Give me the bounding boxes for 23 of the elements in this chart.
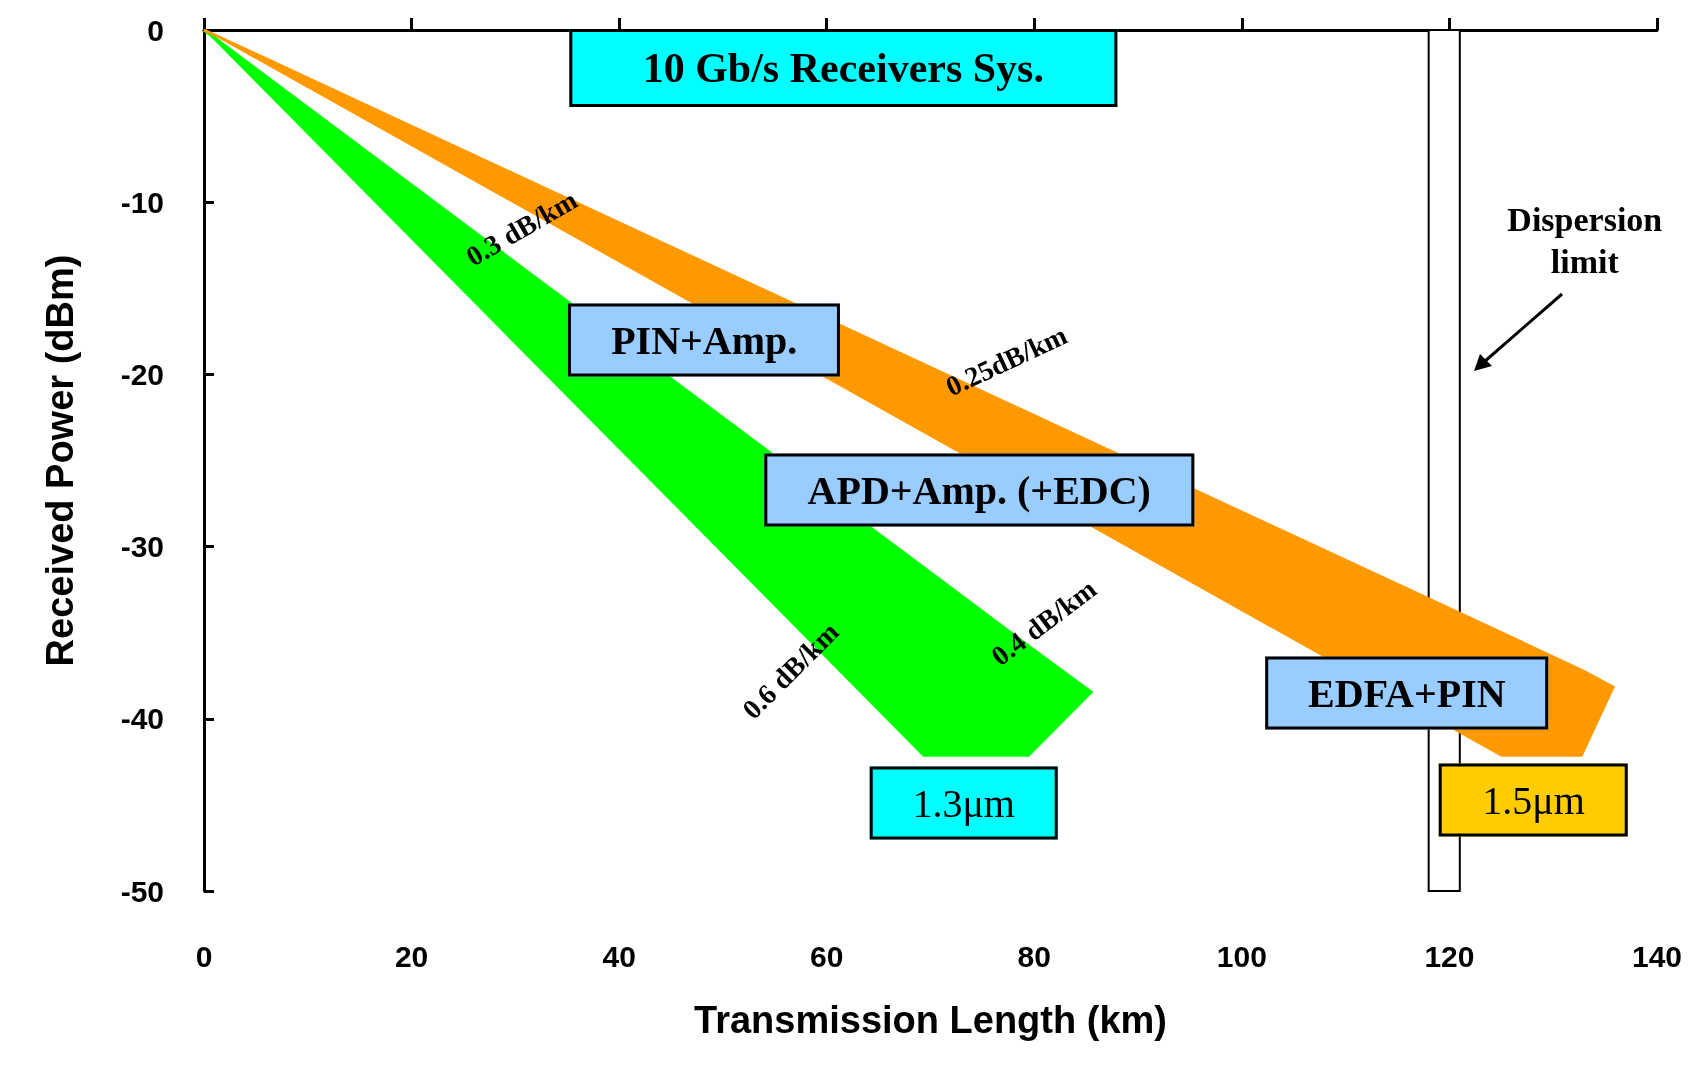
x-tick-label: 0	[195, 939, 213, 973]
y-tick-label: -40	[120, 702, 164, 736]
y-tick-label: -30	[120, 530, 164, 564]
x-axis-title: Transmission Length (km)	[694, 999, 1167, 1041]
annotation: 1.5μm	[1439, 763, 1628, 837]
annotation: APD+Amp. (+EDC)	[764, 453, 1194, 527]
x-tick-label: 80	[1017, 939, 1051, 973]
y-tick-label: -50	[120, 874, 164, 908]
annotation: PIN+Amp.	[568, 303, 841, 377]
x-tick-label: 20	[394, 939, 429, 973]
y-axis-title: Received Power (dBm)	[39, 254, 81, 667]
x-tick-label: 40	[602, 939, 636, 973]
y-tick-label: 0	[147, 13, 164, 47]
annotation: 1.3μm	[869, 766, 1058, 840]
band-label: Dispersion limit	[1507, 200, 1663, 280]
x-tick-label: 60	[810, 939, 844, 973]
x-tick-label: 120	[1424, 939, 1475, 973]
y-tick-label: -10	[120, 185, 164, 219]
y-tick-label: -20	[120, 357, 164, 391]
annotation: EDFA+PIN	[1265, 656, 1549, 730]
title-box: 10 Gb/s Receivers Sys.	[569, 29, 1117, 107]
x-tick-label: 140	[1631, 939, 1683, 973]
x-tick-label: 100	[1216, 939, 1267, 973]
